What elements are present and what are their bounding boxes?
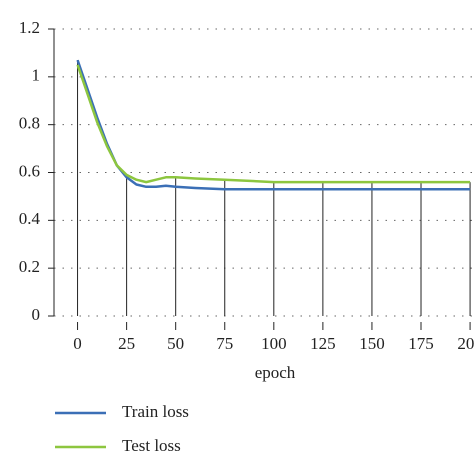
x-axis-label: epoch <box>255 363 296 382</box>
y-tick-label: 1.2 <box>19 18 40 37</box>
x-tick-label: 150 <box>359 334 385 353</box>
x-tick-label: 0 <box>73 334 82 353</box>
y-tick-label: 0.6 <box>19 161 40 180</box>
line <box>76 64 471 184</box>
x-tick-label: 75 <box>216 334 233 353</box>
x-tick-label: 50 <box>167 334 184 353</box>
y-tick-label: 0.4 <box>19 209 41 228</box>
x-tick-label: 25 <box>118 334 135 353</box>
legend-label: Test loss <box>122 436 181 455</box>
x-tick-label: 125 <box>310 334 336 353</box>
legend-label: Train loss <box>122 402 189 421</box>
x-tick-label: 100 <box>261 334 287 353</box>
y-tick-label: 0 <box>32 305 41 324</box>
y-tick-label: 0.2 <box>19 257 40 276</box>
x-tick-label: 175 <box>408 334 434 353</box>
x-tick-label: 200 <box>457 334 474 353</box>
y-tick-label: 0.8 <box>19 114 40 133</box>
y-tick-label: 1 <box>32 66 41 85</box>
